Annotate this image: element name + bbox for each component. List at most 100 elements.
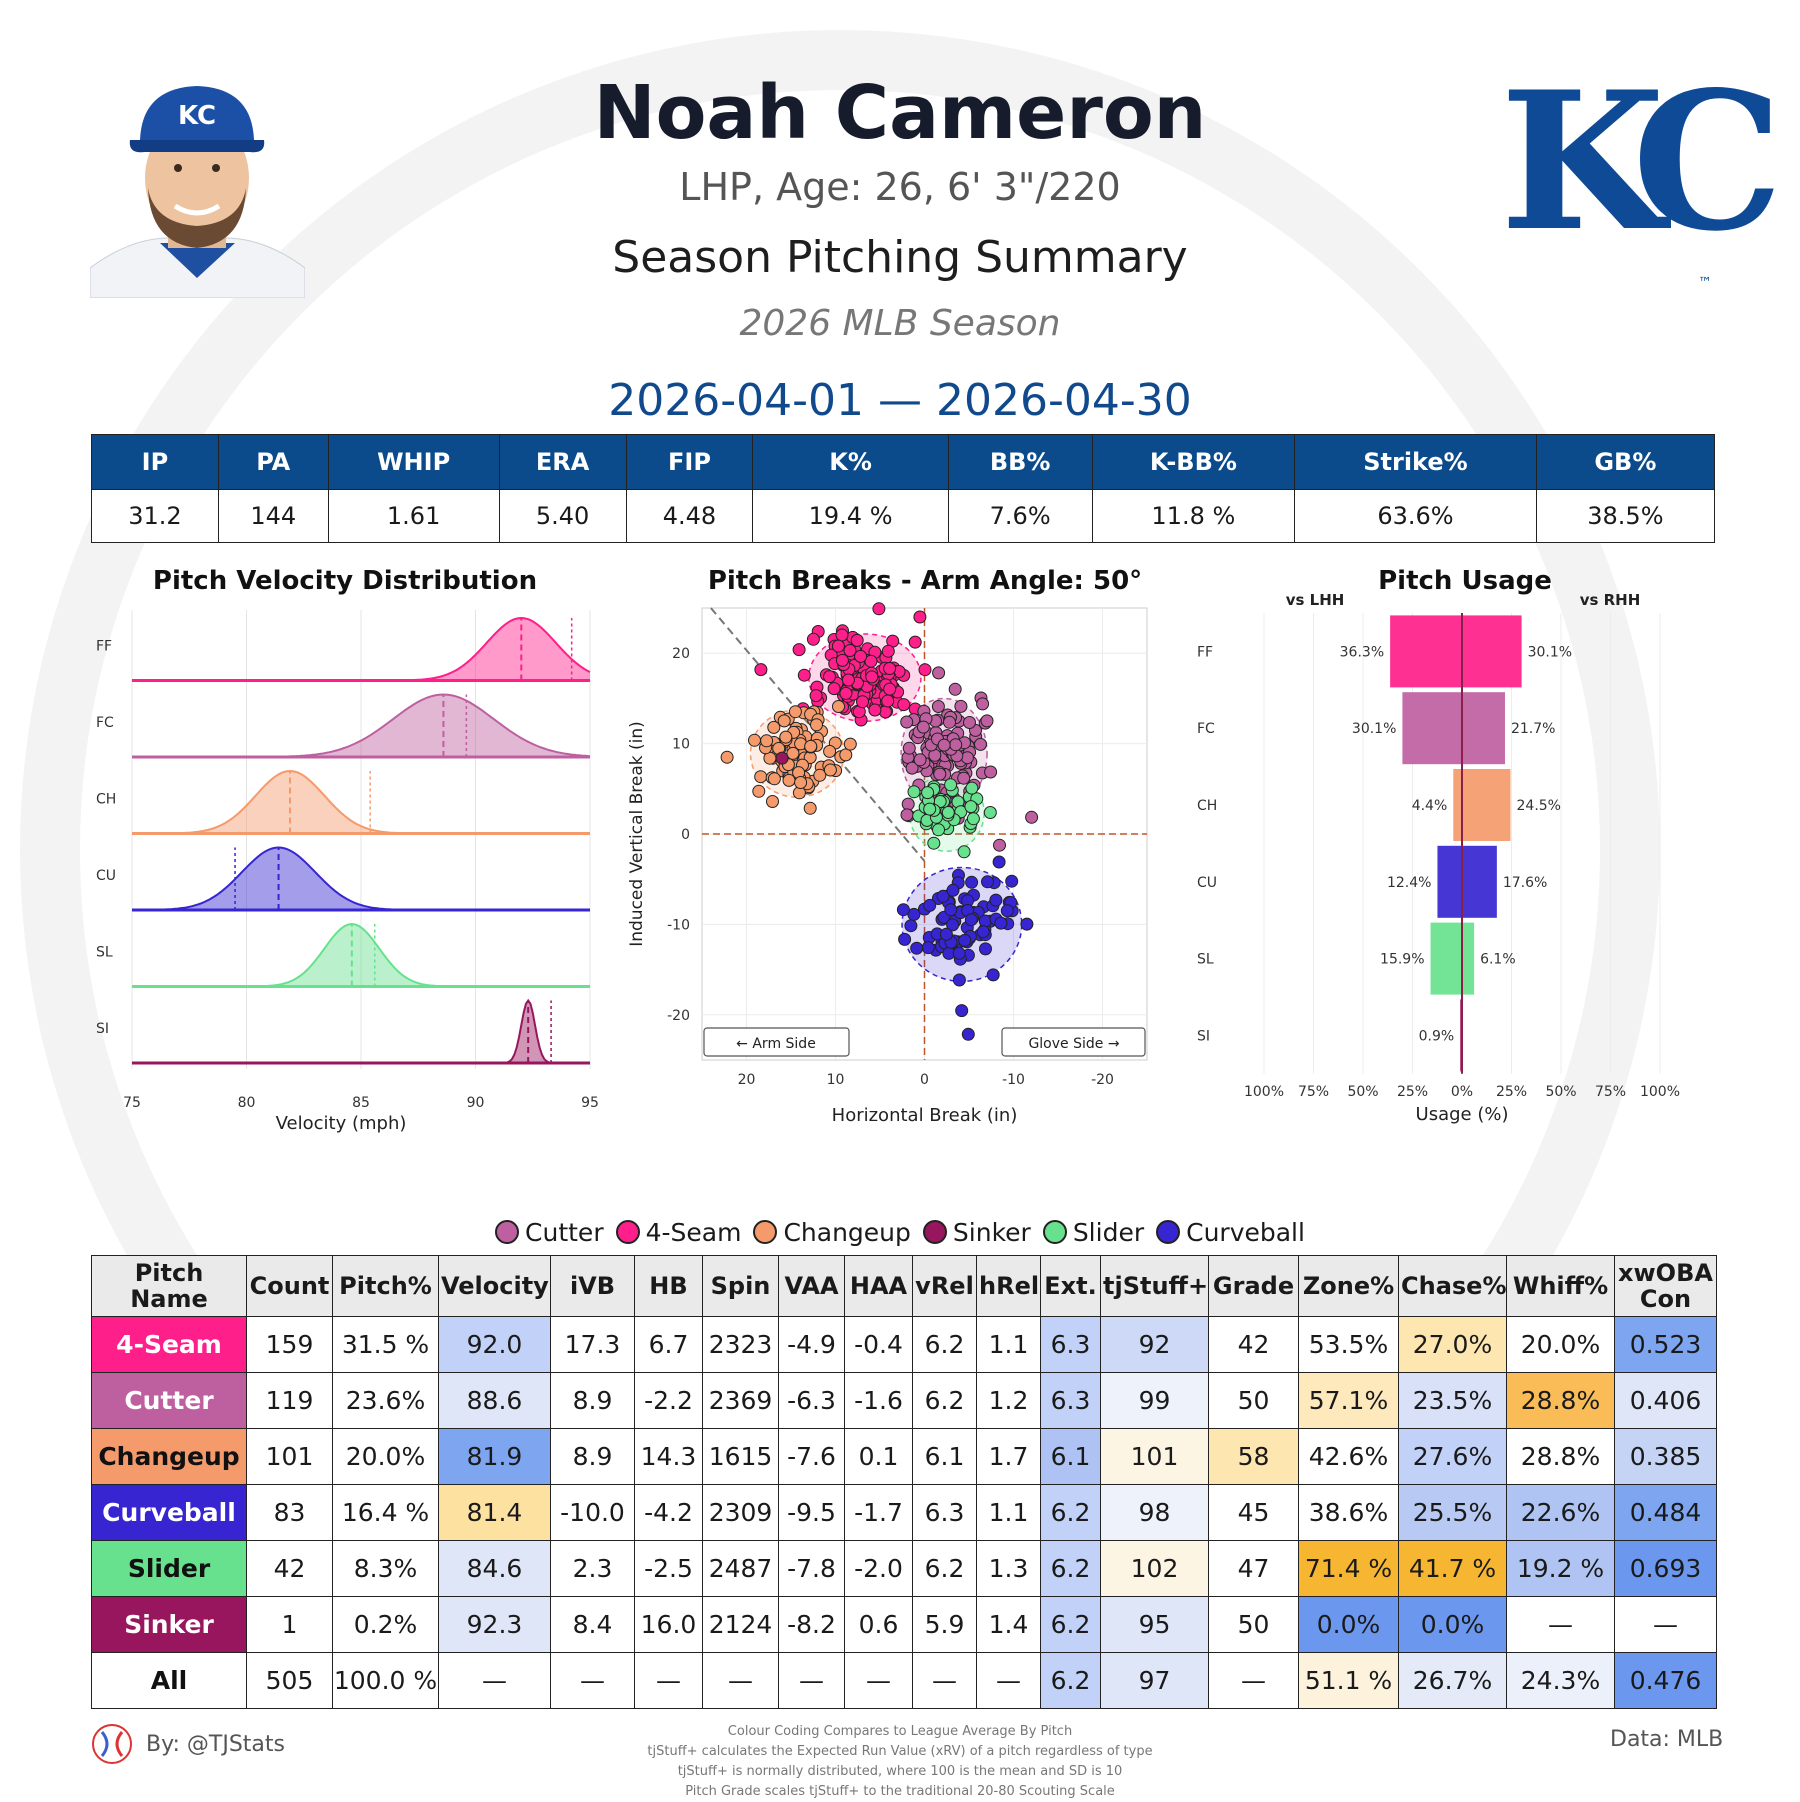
legend-label: Curveball (1186, 1218, 1305, 1247)
breaks-point (978, 914, 992, 928)
pitch-metric-cell: 14.3 (634, 1428, 703, 1485)
breaks-point (897, 698, 911, 712)
breaks-point (989, 893, 1003, 907)
pitch-metric-cell: 58 (1208, 1428, 1299, 1485)
breaks-point (983, 806, 997, 819)
pitch-metrics-table: Pitch Name Count Pitch% Velocity iVB HB Spin VA… (91, 1255, 1717, 1709)
breaks-point (961, 1027, 975, 1041)
pitch-metric-cell: -0.4 (844, 1316, 913, 1373)
usage-label-lhh: 30.1% (1352, 721, 1396, 737)
pitch-metric-cell: — (1614, 1596, 1717, 1653)
stats-header-cell: K% (752, 434, 949, 490)
breaks-point (827, 682, 841, 696)
pitch-metric-cell: 26.7% (1398, 1652, 1507, 1709)
pitch-metric-cell: 22.6% (1506, 1484, 1615, 1541)
footer-note: tjStuff+ is normally distributed, where … (677, 1764, 1123, 1779)
breaks-point (803, 801, 817, 815)
breaks-point (809, 689, 823, 703)
pitch-metric-cell: 16.0 (634, 1596, 703, 1653)
pitch-table-header: HAA (844, 1255, 913, 1317)
pitch-metric-cell: 6.3 (1040, 1316, 1101, 1373)
player-bio: LHP, Age: 26, 6' 3"/220 (679, 165, 1121, 209)
usage-label-lhh: 36.3% (1340, 644, 1384, 660)
breaks-point (932, 823, 945, 837)
breaks-x-tick: 0 (920, 1072, 929, 1088)
pitch-table-header: Count (246, 1255, 333, 1317)
pitch-table-header: tjStuff+ (1100, 1255, 1209, 1317)
pitch-metric-cell: 28.8% (1506, 1428, 1615, 1485)
breaks-point (976, 925, 990, 939)
stats-value-cell: 38.5% (1535, 489, 1716, 543)
pitch-metric-cell: 8.9 (550, 1428, 635, 1485)
stats-header-cell: Strike% (1294, 434, 1537, 490)
breaks-point (904, 919, 918, 933)
pitch-metric-cell: -8.2 (778, 1596, 845, 1653)
pitch-metric-cell: 2124 (702, 1596, 779, 1653)
pitch-metric-cell: 0.1 (844, 1428, 913, 1485)
breaks-point (788, 705, 802, 719)
pitch-metric-cell: 97 (1100, 1652, 1209, 1709)
breaks-point (946, 918, 960, 932)
pitch-metric-cell: -2.0 (844, 1540, 913, 1597)
breaks-point (957, 845, 971, 859)
usage-axis-label: Usage (%) (1416, 1104, 1509, 1125)
breaks-point (843, 737, 857, 751)
breaks-point (832, 700, 845, 713)
pitch-metric-cell: 6.2 (912, 1372, 977, 1429)
date-range: 2026-04-01 — 2026-04-30 (608, 375, 1192, 426)
pitch-metric-cell: -2.2 (634, 1372, 703, 1429)
pitch-metric-cell: 1.1 (976, 1484, 1041, 1541)
velocity-row-label: SL (96, 944, 113, 960)
pitch-metric-cell: 1 (246, 1596, 333, 1653)
breaks-point (865, 670, 879, 684)
stats-value-cell: 4.48 (625, 489, 754, 543)
usage-bar-rhh (1462, 769, 1511, 841)
pitch-metric-cell: 42.6% (1298, 1428, 1399, 1485)
breaks-point (839, 686, 853, 700)
velocity-tick-label: 90 (467, 1095, 485, 1111)
usage-label-rhh: 30.1% (1528, 644, 1572, 660)
pitch-name-cell: Slider (91, 1540, 247, 1597)
pitch-table-header: Zone% (1298, 1255, 1399, 1317)
season-stats-table: IP PA WHIP ERA FIP K% BB% K-BB% Strike% GB% 31.2 1… (91, 434, 1716, 543)
breaks-point (794, 776, 808, 789)
usage-bar-rhh (1462, 845, 1497, 918)
usage-bar-lhh (1390, 615, 1462, 688)
usage-chart-title: Pitch Usage (1378, 566, 1552, 596)
team-logo: KC ™ (1500, 50, 1783, 300)
breaks-point (1025, 810, 1039, 824)
breaks-point (976, 697, 990, 711)
pitch-metric-cell: — (844, 1652, 913, 1709)
velocity-distribution-chart: FF FC CH CU SL SI 75 80 85 90 95 Velocity (mph) (96, 610, 599, 1134)
pitch-metric-cell: 19.2 % (1506, 1540, 1615, 1597)
legend-label: Changeup (783, 1218, 911, 1247)
usage-bar-rhh (1462, 692, 1505, 765)
pitch-table-row: Slider 42 8.3% 84.6 2.3 -2.5 2487 -7.8 -2.0 6.2 1.… (91, 1540, 1717, 1597)
pitch-metric-cell: 0.693 (1614, 1540, 1717, 1597)
pitch-legend: Cutter 4-Seam Changeup Sinker Slider Curvebal… (0, 1218, 1800, 1247)
pitch-metric-cell: 53.5% (1298, 1316, 1399, 1373)
pitch-metric-cell: 50 (1208, 1596, 1299, 1653)
breaks-point (823, 763, 837, 777)
usage-tick-label: 100% (1640, 1084, 1680, 1100)
pitch-metric-cell: 6.2 (1040, 1484, 1101, 1541)
usage-tick-label: 50% (1347, 1084, 1378, 1100)
breaks-point (921, 786, 935, 800)
pitch-metric-cell: 81.4 (438, 1484, 551, 1541)
breaks-point (923, 898, 937, 912)
pitch-metric-cell: 0.523 (1614, 1316, 1717, 1373)
velocity-row-label: SI (96, 1021, 109, 1037)
stats-header-cell: K-BB% (1091, 434, 1296, 490)
pitch-metric-cell: 23.6% (332, 1372, 439, 1429)
breaks-point (913, 610, 927, 624)
breaks-point (779, 730, 793, 744)
pitch-metric-cell: 6.2 (1040, 1540, 1101, 1597)
breaks-point (835, 653, 849, 667)
stats-header-cell: PA (217, 434, 329, 490)
breaks-point (921, 941, 935, 955)
breaks-y-axis-label: Induced Vertical Break (in) (627, 721, 647, 947)
breaks-point (806, 632, 820, 646)
velocity-tick-label: 85 (352, 1095, 370, 1111)
pitch-table-header: Pitch% (332, 1255, 439, 1317)
breaks-point (958, 933, 972, 947)
